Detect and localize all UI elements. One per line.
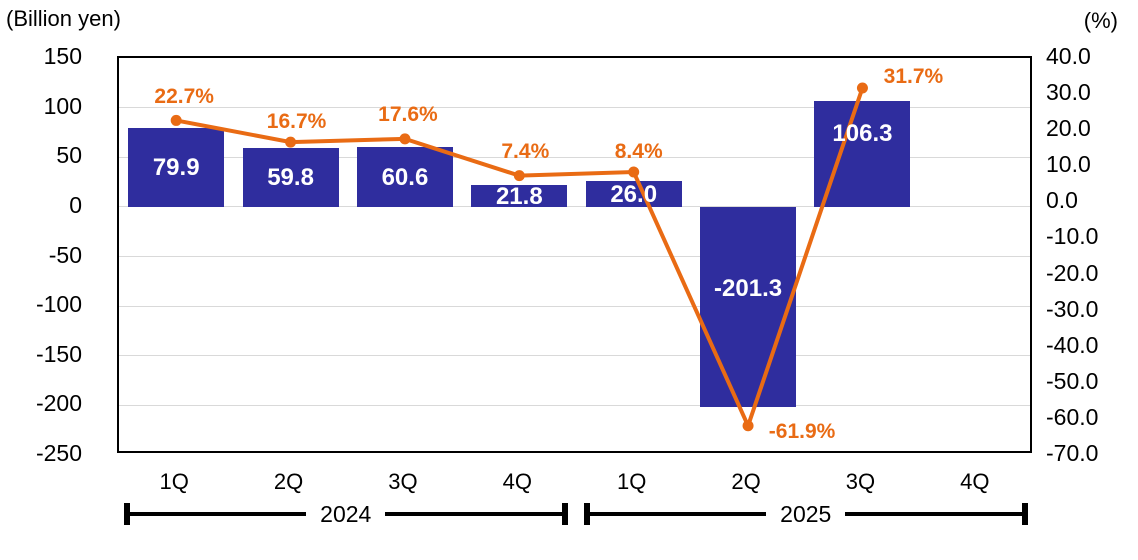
percent-label: 8.4%: [614, 140, 663, 164]
x-category-label: 4Q: [960, 469, 990, 494]
gridline: [119, 256, 1030, 257]
bracket-cap: [124, 503, 130, 525]
bar-value-label: 21.8: [495, 183, 543, 210]
bracket-line: [385, 512, 562, 516]
y-tick-left: 100: [43, 92, 82, 119]
data-point-marker: [856, 82, 868, 94]
gridline: [119, 404, 1030, 406]
y-tick-right: 20.0: [1046, 115, 1091, 142]
y-tick-right: 30.0: [1046, 79, 1091, 106]
y-tick-right: 0.0: [1046, 187, 1078, 214]
bar-3Q: [814, 101, 911, 207]
y-tick-right: 10.0: [1046, 151, 1091, 178]
y-tick-right: -40.0: [1046, 331, 1099, 358]
bar-value-label: 106.3: [832, 120, 893, 147]
y-tick-left: 0: [69, 191, 82, 218]
y-tick-right: -10.0: [1046, 223, 1099, 250]
y-tick-right: -70.0: [1046, 440, 1099, 466]
y-tick-left: 150: [43, 43, 82, 69]
bracket-line: [845, 512, 1023, 516]
left-axis-title: (Billion yen): [6, 6, 121, 31]
y-tick-left: -200: [35, 390, 82, 417]
data-point-marker: [285, 136, 297, 148]
year-bracket-2024: 2024: [124, 501, 568, 527]
y-tick-right: -20.0: [1046, 259, 1099, 286]
data-point-marker: [742, 420, 754, 432]
x-category-label: 3Q: [845, 469, 876, 494]
percent-label: 31.7%: [883, 64, 944, 88]
percent-label: 16.7%: [266, 110, 327, 134]
plot-area: 79.9 59.8 60.6 21.8 26.0 -201.3 106.3 22.7% 16.7…: [117, 56, 1032, 453]
x-category-label: 4Q: [502, 469, 532, 494]
percent-label: 22.7%: [154, 85, 214, 109]
gridline: [119, 305, 1030, 307]
y-tick-right: 40.0: [1046, 43, 1091, 69]
data-point-marker: [170, 114, 182, 126]
bar-value-label: 26.0: [610, 181, 658, 208]
y-tick-right: -50.0: [1046, 367, 1099, 394]
y-tick-left: -250: [35, 440, 82, 466]
data-point-marker: [399, 133, 411, 145]
year-label: 2024: [320, 501, 372, 527]
x-category-label: 2Q: [273, 469, 304, 494]
bar-value-label: 79.9: [152, 154, 200, 181]
bracket-cap: [1022, 503, 1029, 525]
y-tick-left: 50: [56, 142, 82, 169]
y-tick-right: -30.0: [1046, 295, 1099, 322]
percent-label: 7.4%: [501, 139, 550, 163]
y-tick-left: -100: [35, 291, 82, 318]
right-axis-title: (%): [1083, 8, 1118, 33]
x-category-label: 2Q: [731, 469, 761, 494]
bracket-line: [589, 512, 767, 516]
percent-label: -61.9%: [768, 419, 836, 443]
data-point-marker: [628, 166, 640, 178]
percent-label: 17.6%: [378, 102, 438, 126]
bar-value-label: 60.6: [381, 164, 429, 191]
gridline: [119, 355, 1030, 357]
bar-2Q: [700, 206, 797, 407]
bracket-cap: [583, 503, 590, 525]
year-bracket-2025: 2025: [583, 501, 1029, 527]
bar-value-label: -201.3: [714, 275, 783, 302]
x-category-label: 1Q: [617, 469, 647, 494]
y-tick-right: -60.0: [1046, 403, 1099, 430]
bracket-line: [130, 512, 307, 516]
x-category-label: 1Q: [159, 469, 189, 494]
y-tick-left: -50: [48, 241, 82, 268]
data-point-marker: [513, 170, 525, 182]
y-tick-left: -150: [35, 340, 82, 367]
bracket-cap: [561, 503, 568, 525]
bar-value-label: 59.8: [267, 164, 314, 191]
x-category-label: 3Q: [388, 469, 418, 494]
year-label: 2025: [780, 501, 832, 527]
